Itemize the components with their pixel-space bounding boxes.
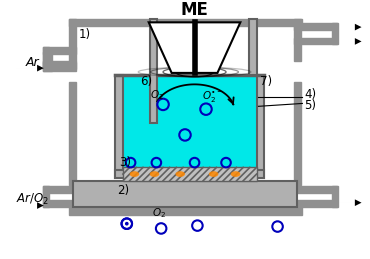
Text: 4): 4): [304, 88, 316, 101]
Bar: [43, 62, 76, 69]
Ellipse shape: [231, 171, 240, 177]
Bar: [150, 19, 157, 123]
Bar: [43, 52, 52, 61]
Text: Ar: Ar: [26, 56, 39, 69]
Text: 5): 5): [304, 99, 316, 112]
Bar: [43, 61, 76, 71]
Text: 1): 1): [79, 28, 91, 41]
Bar: [43, 47, 76, 54]
Bar: [73, 181, 297, 207]
FancyArrow shape: [16, 65, 44, 71]
Ellipse shape: [209, 171, 218, 177]
Bar: [115, 170, 264, 178]
Bar: [68, 207, 302, 215]
Bar: [294, 200, 337, 206]
Circle shape: [126, 222, 128, 225]
Bar: [123, 167, 256, 181]
FancyArrow shape: [340, 199, 361, 206]
Text: $O_2$: $O_2$: [152, 206, 166, 220]
Bar: [294, 82, 302, 185]
Bar: [294, 23, 337, 30]
Bar: [256, 75, 264, 178]
Ellipse shape: [175, 171, 185, 177]
Bar: [68, 82, 76, 185]
Text: $O_2$: $O_2$: [150, 89, 164, 103]
Bar: [68, 21, 302, 215]
Bar: [43, 186, 48, 206]
FancyArrow shape: [16, 202, 44, 209]
Bar: [294, 186, 337, 193]
Bar: [117, 77, 262, 176]
Bar: [294, 38, 337, 44]
Bar: [68, 19, 76, 61]
Bar: [43, 200, 76, 206]
Bar: [43, 186, 76, 193]
Bar: [68, 19, 302, 26]
Bar: [332, 186, 338, 206]
Bar: [115, 75, 123, 178]
FancyArrow shape: [340, 38, 361, 45]
Ellipse shape: [130, 171, 139, 177]
Bar: [249, 19, 256, 75]
Text: 2): 2): [117, 184, 130, 197]
Text: 7): 7): [260, 75, 273, 88]
Text: $O_2^{\bullet-}$: $O_2^{\bullet-}$: [202, 89, 224, 104]
Text: $Ar/O_2$: $Ar/O_2$: [16, 192, 49, 207]
FancyArrow shape: [340, 24, 361, 31]
Polygon shape: [149, 22, 240, 73]
Text: 3): 3): [119, 156, 131, 169]
Bar: [294, 19, 302, 61]
Bar: [43, 47, 48, 69]
Bar: [43, 61, 52, 71]
Text: ME: ME: [181, 2, 208, 19]
Ellipse shape: [150, 171, 159, 177]
Text: 6): 6): [140, 75, 152, 88]
Bar: [332, 23, 338, 44]
